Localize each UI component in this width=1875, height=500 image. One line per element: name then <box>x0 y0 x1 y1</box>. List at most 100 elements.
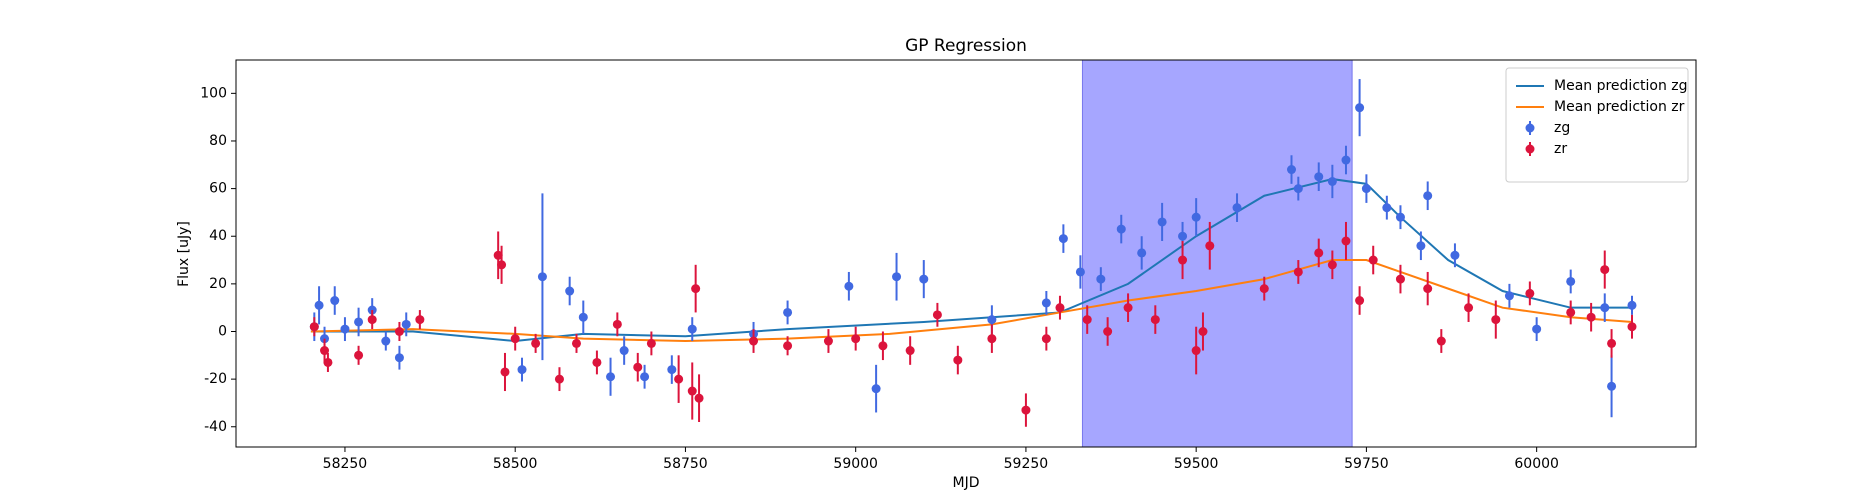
data-point <box>1341 155 1351 165</box>
mean-line <box>310 178 1632 343</box>
y-tick-label: 100 <box>200 85 227 101</box>
data-point <box>694 393 704 403</box>
x-tick-label: 58250 <box>323 456 368 472</box>
data-point <box>783 341 793 351</box>
y-tick-label: -20 <box>204 371 227 387</box>
data-point <box>340 324 350 334</box>
data-point <box>633 362 643 372</box>
x-tick-label: 58750 <box>663 456 708 472</box>
data-point <box>497 260 507 270</box>
data-point <box>612 319 622 329</box>
legend-marker <box>1525 144 1535 154</box>
data-point <box>1395 212 1405 222</box>
data-point <box>1532 324 1542 334</box>
data-point <box>691 284 701 294</box>
data-point <box>1382 203 1392 213</box>
chart-title: GP Regression <box>905 36 1027 56</box>
data-point <box>1566 276 1576 286</box>
data-point <box>1627 300 1637 310</box>
data-point <box>1041 298 1051 308</box>
data-point <box>1436 336 1446 346</box>
data-point <box>1600 265 1610 275</box>
x-axis-label: MJD <box>953 475 980 491</box>
data-point <box>517 365 527 375</box>
data-point <box>510 334 520 344</box>
data-point <box>919 274 929 284</box>
data-point <box>667 365 677 375</box>
data-point <box>571 338 581 348</box>
x-tick-label: 59500 <box>1174 456 1219 472</box>
data-point <box>1314 172 1324 182</box>
data-point <box>844 281 854 291</box>
y-tick-label: 20 <box>209 276 227 292</box>
data-point <box>565 286 575 296</box>
data-point <box>394 353 404 363</box>
data-point <box>330 296 340 306</box>
legend-box <box>1505 67 1689 183</box>
data-point <box>1178 231 1188 241</box>
data-point <box>1041 334 1051 344</box>
data-point <box>1600 303 1610 313</box>
y-tick-label: 60 <box>209 181 227 197</box>
data-point <box>1566 307 1576 317</box>
legend-label: zg <box>1554 120 1570 136</box>
data-point <box>1191 346 1201 356</box>
data-point <box>1205 241 1215 251</box>
legend-marker <box>1525 123 1535 133</box>
data-point <box>1314 248 1324 258</box>
data-point <box>1058 234 1068 244</box>
data-point <box>354 317 364 327</box>
data-point <box>987 315 997 325</box>
data-point <box>531 338 541 348</box>
data-point <box>1055 303 1065 313</box>
data-point <box>314 300 324 310</box>
data-point <box>1157 217 1167 227</box>
x-tick-label: 59250 <box>1004 456 1049 472</box>
data-point <box>1627 322 1637 332</box>
legend-label: zr <box>1554 141 1567 157</box>
data-point <box>1293 184 1303 194</box>
highlight-span <box>1081 59 1353 448</box>
data-point <box>1103 326 1113 336</box>
data-point <box>415 315 425 325</box>
data-point <box>554 374 564 384</box>
data-point <box>1586 312 1596 322</box>
y-tick-label: 0 <box>218 323 227 339</box>
data-point <box>493 250 503 260</box>
data-point <box>1355 103 1365 113</box>
data-point <box>687 386 697 396</box>
data-point <box>401 319 411 329</box>
data-point <box>1150 315 1160 325</box>
data-point <box>892 272 902 282</box>
data-point <box>823 336 833 346</box>
data-point <box>606 372 616 382</box>
data-point <box>1191 212 1201 222</box>
legend-label: Mean prediction zr <box>1554 99 1685 115</box>
data-point <box>619 346 629 356</box>
mean-line <box>310 259 1633 343</box>
data-point <box>1423 191 1433 201</box>
data-point <box>1293 267 1303 277</box>
y-tick-label: 40 <box>209 228 227 244</box>
data-point <box>1021 405 1031 415</box>
data-point <box>1368 255 1378 265</box>
data-point <box>1416 241 1426 251</box>
data-point <box>1137 248 1147 258</box>
data-point <box>1327 176 1337 186</box>
data-point <box>932 310 942 320</box>
data-point <box>1341 236 1351 246</box>
data-point <box>1178 255 1188 265</box>
data-point <box>592 357 602 367</box>
data-point <box>871 384 881 394</box>
plot-frame <box>235 59 1697 448</box>
data-point <box>537 272 547 282</box>
data-point <box>1423 284 1433 294</box>
data-point <box>851 334 861 344</box>
y-tick-label: -40 <box>204 419 227 435</box>
data-point <box>1232 203 1242 213</box>
data-point <box>687 324 697 334</box>
x-tick-label: 60000 <box>1514 456 1559 472</box>
data-point <box>1116 224 1126 234</box>
data-point <box>1259 284 1269 294</box>
y-axis-label: Flux [uJy] <box>176 221 192 287</box>
